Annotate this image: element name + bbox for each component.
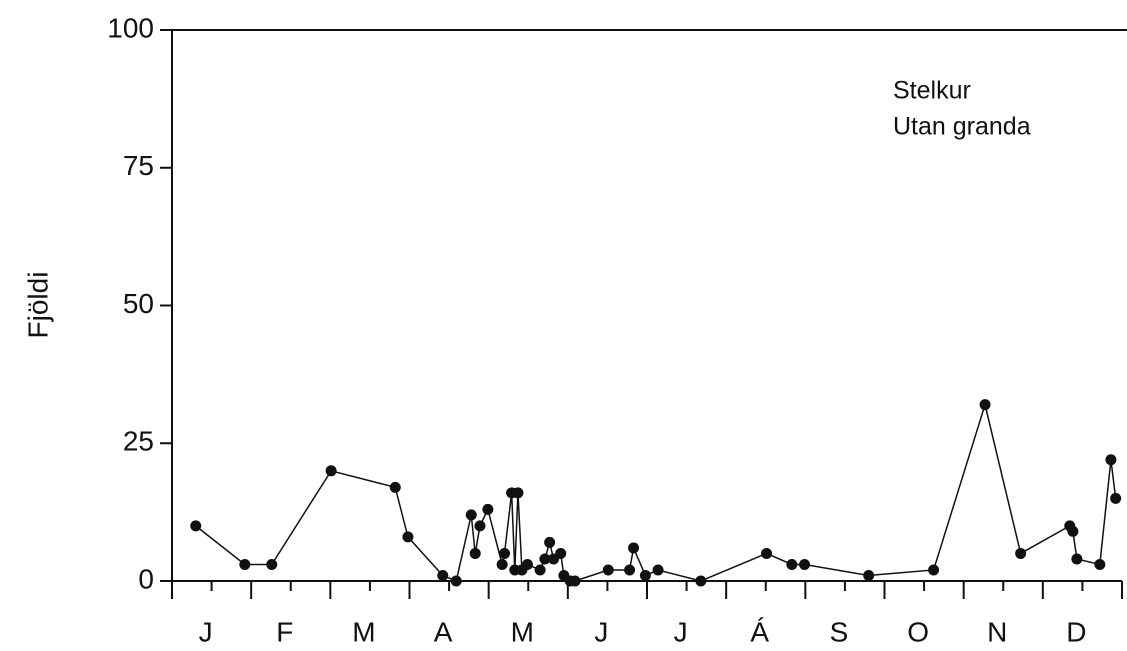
data-point — [239, 558, 251, 570]
x-tick-label: S — [830, 616, 849, 647]
x-tick-label: M — [352, 616, 375, 647]
data-point — [1105, 454, 1117, 466]
annotation: Utan granda — [893, 113, 1031, 141]
data-point — [786, 558, 798, 570]
data-point — [555, 547, 567, 559]
data-point — [539, 553, 551, 565]
x-tick-label: D — [1066, 616, 1086, 647]
x-tick-label: J — [674, 616, 688, 647]
y-tick-label: 0 — [138, 563, 154, 594]
data-point — [602, 564, 614, 576]
data-point — [266, 558, 278, 570]
data-point — [628, 542, 640, 554]
data-point — [1071, 553, 1083, 565]
y-tick-label: 100 — [107, 12, 154, 43]
data-point — [534, 564, 546, 576]
data-point — [465, 509, 477, 521]
y-tick-label: 25 — [123, 426, 154, 457]
data-point — [482, 503, 494, 515]
data-point — [863, 569, 875, 581]
data-point — [402, 531, 414, 543]
data-point — [695, 575, 707, 587]
data-point — [544, 536, 556, 548]
data-point — [639, 569, 651, 581]
data-point — [469, 547, 481, 559]
data-point — [761, 547, 773, 559]
data-line — [195, 401, 1117, 583]
data-point — [652, 564, 664, 576]
annotation: Stelkur — [893, 77, 971, 105]
data-point — [499, 547, 510, 559]
data-point — [512, 487, 524, 499]
x-tick-label: F — [276, 616, 293, 647]
x-tick-label: J — [199, 616, 213, 647]
x-tick-label: J — [594, 616, 608, 647]
data-point — [1110, 492, 1122, 504]
y-tick-label: 75 — [123, 150, 154, 181]
data-point — [521, 558, 533, 570]
x-tick-label: N — [987, 616, 1007, 647]
data-point — [1094, 558, 1106, 570]
data-point — [1067, 525, 1079, 537]
x-tick-label: O — [907, 616, 929, 647]
y-tick-label: 50 — [123, 288, 154, 319]
data-point — [496, 558, 508, 570]
data-point — [569, 575, 581, 587]
data-point — [799, 558, 811, 570]
data-point — [437, 569, 449, 581]
data-point — [928, 564, 940, 576]
data-point — [979, 399, 991, 411]
data-point — [474, 520, 486, 532]
data-point — [450, 575, 462, 587]
data-point — [389, 481, 401, 493]
data-point — [325, 465, 337, 477]
data-point — [190, 520, 202, 532]
x-tick-label: Á — [750, 616, 769, 647]
x-tick-label: A — [434, 616, 453, 647]
y-axis-label: Fjöldi — [22, 272, 53, 339]
data-point — [624, 564, 636, 576]
data-point — [1015, 547, 1027, 559]
x-tick-label: M — [511, 616, 534, 647]
